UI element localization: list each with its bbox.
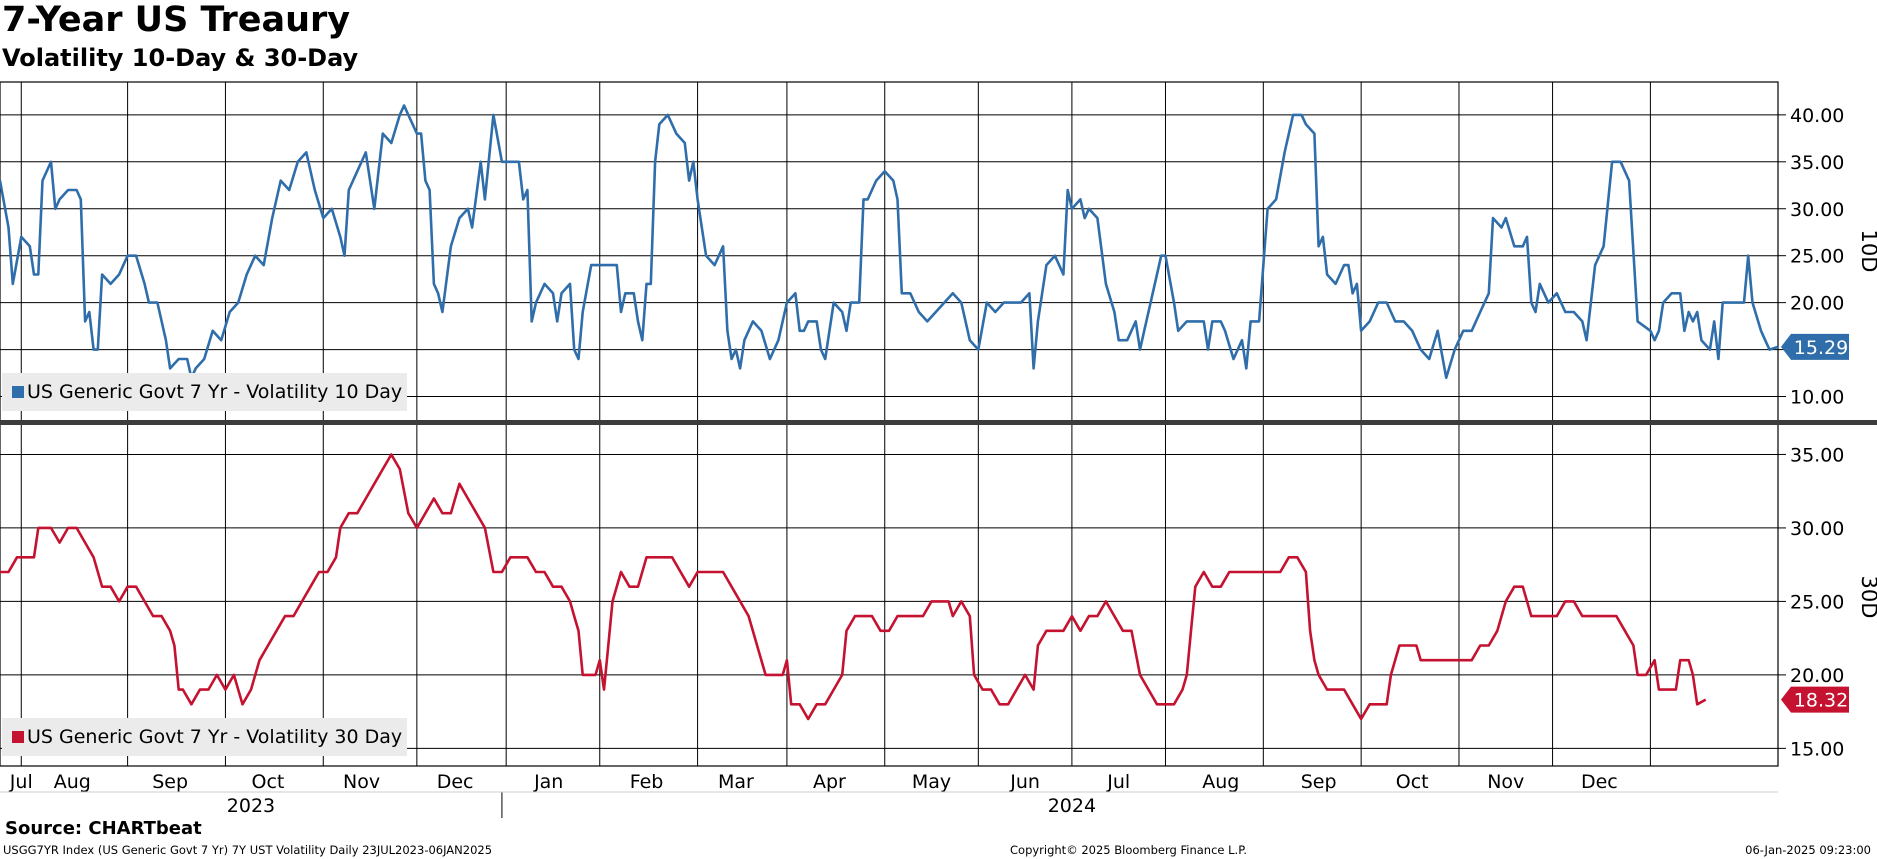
legend-box (2, 373, 407, 411)
axis-title-10d: 10D (1857, 230, 1877, 273)
x-tick-label: Oct (252, 771, 285, 793)
legend-label: US Generic Govt 7 Yr - Volatility 10 Day (27, 381, 402, 403)
x-tick-label: Sep (1301, 771, 1337, 793)
y-tick-label: 20.00 (1790, 665, 1844, 687)
series-line-10d (0, 104, 1779, 380)
x-tick-label: Aug (54, 771, 91, 793)
y-tick-label: 10.00 (1790, 387, 1844, 409)
y-tick-label: 30.00 (1790, 199, 1844, 221)
axis-title-30d: 30D (1857, 576, 1877, 619)
x-tick-label: Jan (533, 771, 563, 793)
x-tick-label: Jul (9, 771, 33, 793)
x-tick-label: Jul (1106, 771, 1130, 793)
year-label: 2024 (1048, 795, 1096, 817)
x-tick-label: Sep (152, 771, 188, 793)
source-label: Source: CHARTbeat (5, 818, 202, 839)
y-tick-label: 25.00 (1790, 591, 1844, 613)
y-tick-label: 20.00 (1790, 293, 1844, 315)
chart-title: 7-Year US Treaury (2, 0, 351, 40)
x-tick-label: May (912, 771, 951, 793)
x-tick-label: Feb (630, 771, 664, 793)
x-tick-label: Jun (1009, 771, 1040, 793)
x-tick-label: Aug (1202, 771, 1239, 793)
x-tick-label: Apr (813, 771, 846, 793)
y-tick-label: 40.00 (1790, 105, 1844, 127)
last-value-tag (1781, 333, 1849, 360)
timestamp-footnote: 06-Jan-2025 09:23:00 (1745, 843, 1871, 857)
y-tick-label: 30.00 (1790, 518, 1844, 540)
x-tick-label: Mar (718, 771, 754, 793)
y-tick-label: 35.00 (1790, 152, 1844, 174)
last-value-label: 15.29 (1794, 337, 1848, 359)
copyright-footnote: Copyright© 2025 Bloomberg Finance L.P. (1010, 843, 1247, 857)
legend-swatch (12, 386, 24, 398)
last-value-tag (1781, 686, 1849, 713)
last-value-label: 18.32 (1794, 690, 1848, 712)
y-tick-label: 15.00 (1790, 738, 1844, 760)
x-tick-label: Dec (437, 771, 474, 793)
panel-separator (0, 420, 1877, 425)
x-tick-label: Nov (1487, 771, 1524, 793)
y-tick-label: 35.00 (1790, 444, 1844, 466)
legend-label: US Generic Govt 7 Yr - Volatility 30 Day (27, 726, 402, 748)
y-tick-label: 25.00 (1790, 246, 1844, 268)
chart-subtitle: Volatility 10-Day & 30-Day (2, 44, 359, 72)
x-tick-label: Nov (343, 771, 380, 793)
x-tick-label: Dec (1581, 771, 1618, 793)
legend-swatch (12, 731, 24, 743)
index-footnote: USGG7YR Index (US Generic Govt 7 Yr) 7Y … (3, 843, 493, 857)
legend-box (2, 718, 407, 756)
year-label: 2023 (227, 795, 275, 817)
series-line-30d (0, 453, 1707, 721)
x-tick-label: Oct (1396, 771, 1429, 793)
